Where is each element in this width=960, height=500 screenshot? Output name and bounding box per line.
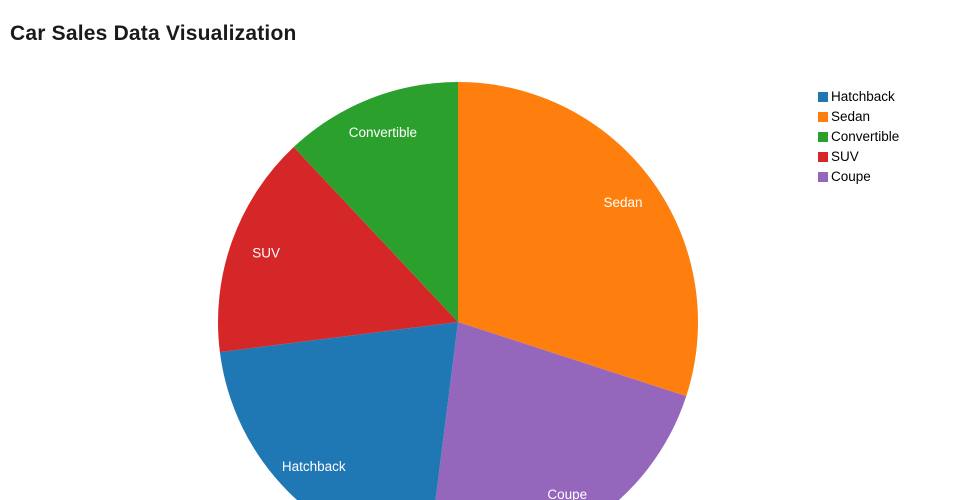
legend-swatch-hatchback — [818, 92, 828, 102]
slice-label-suv: SUV — [252, 246, 280, 261]
legend-item-convertible[interactable]: Convertible — [818, 127, 899, 147]
pie-slice-hatchback[interactable] — [219, 322, 458, 500]
legend-swatch-sedan — [818, 112, 828, 122]
legend-item-hatchback[interactable]: Hatchback — [818, 87, 899, 107]
pie-slice-coupe[interactable] — [428, 322, 687, 500]
pie-slice-convertible[interactable] — [293, 82, 458, 322]
legend-label-convertible: Convertible — [831, 129, 900, 144]
slice-label-coupe: Coupe — [547, 487, 587, 500]
legend-label-coupe: Coupe — [831, 169, 871, 184]
legend-swatch-convertible — [818, 132, 828, 142]
pie-slice-sedan[interactable] — [458, 82, 698, 397]
slice-label-hatchback: Hatchback — [282, 459, 346, 474]
slice-label-sedan: Sedan — [603, 195, 642, 210]
legend-label-hatchback: Hatchback — [831, 89, 895, 104]
slice-label-convertible: Convertible — [349, 125, 417, 140]
legend-item-sedan[interactable]: Sedan — [818, 107, 899, 127]
legend-label-suv: SUV — [831, 149, 859, 164]
legend-swatch-coupe — [818, 172, 828, 182]
pie-slice-suv[interactable] — [217, 147, 458, 353]
legend-item-suv[interactable]: SUV — [818, 147, 899, 167]
legend-item-coupe[interactable]: Coupe — [818, 167, 899, 187]
legend-label-sedan: Sedan — [831, 109, 871, 124]
chart-title: Car Sales Data Visualization — [10, 22, 297, 45]
legend-swatch-suv — [818, 152, 828, 162]
legend: Hatchback Sedan Convertible SUV Coupe — [818, 87, 899, 187]
